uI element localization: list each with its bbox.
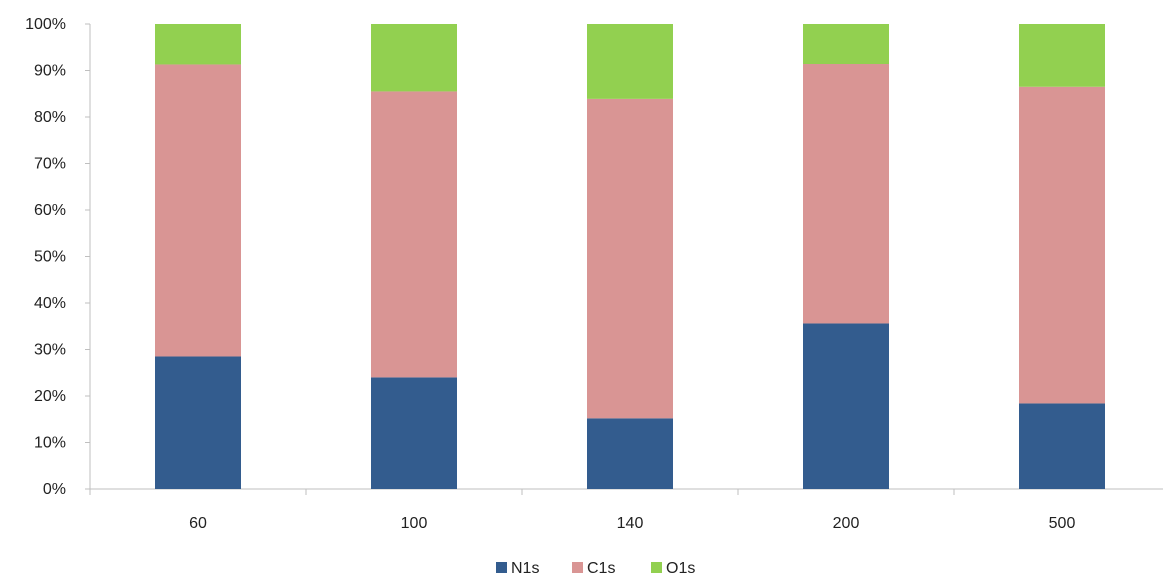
- y-tick-label: 80%: [34, 109, 66, 126]
- bar-c1s-100: [371, 91, 457, 378]
- bar-o1s-140: [587, 24, 673, 99]
- legend-label-c1s: C1s: [587, 560, 615, 577]
- bar-n1s-100: [371, 377, 457, 489]
- bar-n1s-60: [155, 356, 241, 489]
- x-tick-label: 200: [833, 515, 860, 532]
- bar-o1s-200: [803, 24, 889, 64]
- bar-n1s-500: [1019, 403, 1105, 489]
- legend-label-o1s: O1s: [666, 560, 695, 577]
- y-tick-label: 100%: [25, 16, 66, 33]
- y-tick-label: 60%: [34, 202, 66, 219]
- bar-n1s-200: [803, 323, 889, 489]
- legend-swatch-c1s: [572, 562, 583, 573]
- x-tick-label: 140: [617, 515, 644, 532]
- bar-c1s-500: [1019, 86, 1105, 404]
- y-tick-label: 40%: [34, 295, 66, 312]
- bar-c1s-60: [155, 64, 241, 357]
- legend-swatch-o1s: [651, 562, 662, 573]
- bars: [155, 24, 1105, 489]
- bar-o1s-60: [155, 24, 241, 65]
- y-tick-label: 50%: [34, 249, 66, 266]
- y-tick-label: 0%: [43, 481, 66, 498]
- y-tick-label: 20%: [34, 388, 66, 405]
- legend-label-n1s: N1s: [511, 560, 539, 577]
- y-axis: 0% 10% 20% 30% 40% 50% 60% 70% 80% 90% 100%: [25, 16, 91, 498]
- y-tick-label: 30%: [34, 342, 66, 359]
- x-tick-label: 60: [189, 515, 207, 532]
- y-tick-label: 90%: [34, 63, 66, 80]
- x-tick-label: 500: [1049, 515, 1076, 532]
- legend-swatch-n1s: [496, 562, 507, 573]
- bar-o1s-500: [1019, 24, 1105, 87]
- y-tick-label: 70%: [34, 156, 66, 173]
- legend: N1s C1s O1s: [496, 560, 695, 577]
- x-tick-label: 100: [401, 515, 428, 532]
- y-tick-label: 10%: [34, 435, 66, 452]
- bar-c1s-140: [587, 98, 673, 419]
- bar-n1s-140: [587, 418, 673, 489]
- x-axis: 60 100 140 200 500: [89, 488, 1163, 532]
- bar-o1s-100: [371, 24, 457, 92]
- bar-c1s-200: [803, 63, 889, 324]
